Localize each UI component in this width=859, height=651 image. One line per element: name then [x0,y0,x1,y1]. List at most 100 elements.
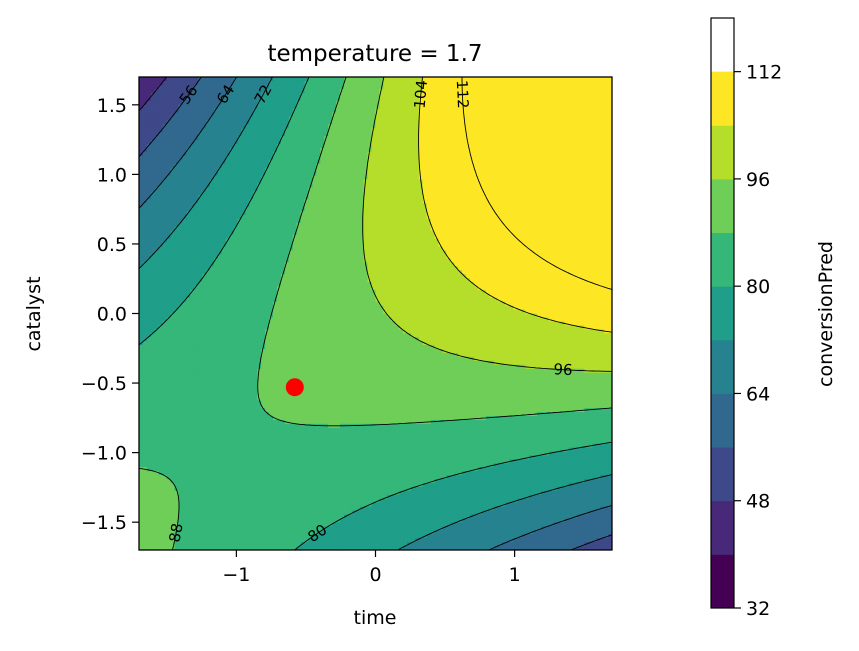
contour-cell [150,234,156,240]
contour-cell [229,211,235,216]
contour-cell [150,380,156,386]
contour-cell [257,140,262,145]
contour-cell [162,341,168,346]
contour-cell [202,80,207,86]
contour-cell [190,510,195,516]
contour-cell [162,262,168,267]
contour-cell [217,191,223,196]
contour-cell [253,352,258,358]
contour-cell [170,482,176,488]
contour-cell [194,203,199,208]
contour-cell [284,77,290,82]
contour-cell [194,293,199,299]
contour-cell [162,211,168,216]
contour-cell [288,435,294,441]
contour-cell [206,171,211,177]
contour-cell [194,128,199,133]
contour-cell [202,380,207,386]
contour-cell [245,104,250,110]
contour-cell [253,88,258,94]
contour-cell [280,171,286,177]
contour-cell [253,124,258,129]
contour-cell [209,234,215,240]
contour-cell [284,412,290,417]
contour-cell [190,439,195,445]
contour-cell [166,341,172,346]
contour-cell [292,356,298,362]
contour-cell [206,250,211,255]
contour-cell [170,211,176,216]
contour-cell [206,289,211,295]
contour-cell [225,364,231,370]
contour-cell [292,250,298,255]
contour-cell [280,447,286,453]
contour-cell [198,333,203,338]
contour-cell [206,112,211,118]
contour-cell [170,262,176,267]
contour-cell [221,246,227,252]
contour-cell [284,218,290,224]
contour-cell [221,175,227,181]
contour-cell [292,305,298,311]
contour-cell [206,136,211,141]
contour-cell [280,443,286,449]
contour-cell [213,404,219,409]
contour-cell [245,352,250,358]
contour-cell [186,368,191,374]
contour-cell [209,538,215,543]
contour-cell [150,183,156,188]
contour-cell [166,345,172,350]
contour-cell [154,506,160,512]
contour-cell [276,96,282,102]
contour-cell [237,486,243,492]
contour-cell [206,538,211,543]
contour-cell [162,88,168,94]
contour-cell [150,352,156,358]
contour-cell [284,187,290,192]
contour-cell [300,92,306,98]
contour-cell [249,238,254,244]
contour-cell [178,289,183,295]
contour-cell [158,80,164,86]
contour-cell [190,211,195,216]
contour-cell [190,238,195,244]
contour-cell [202,538,207,543]
contour-cell [194,254,199,259]
contour-cell [261,155,266,161]
contour-cell [142,266,148,271]
contour-cell [206,211,211,216]
contour-cell [273,100,278,106]
contour-cell [237,494,243,500]
contour-cell [253,77,258,82]
contour-cell [276,124,282,129]
contour-cell [273,408,278,413]
contour-cell [162,183,168,188]
contour-cell [284,293,290,299]
contour-cell [217,218,223,224]
contour-cell [276,510,282,516]
contour-cell [142,140,148,145]
contour-cell [292,364,298,370]
contour-cell [229,207,235,212]
contour-cell [213,317,219,322]
contour-cell [162,404,168,409]
contour-cell [213,408,219,413]
contour-cell [178,199,183,204]
contour-cell [284,281,290,287]
contour-cell [139,317,144,322]
contour-cell [206,230,211,236]
contour-cell [221,427,227,433]
contour-cell [194,108,199,114]
contour-cell [296,546,302,550]
contour-cell [269,439,274,445]
contour-cell [300,163,306,169]
contour-cell [158,108,164,114]
contour-cell [269,471,274,476]
contour-cell [166,321,172,326]
contour-cell [139,376,144,382]
contour-cell [261,96,266,102]
contour-cell [146,132,152,137]
contour-cell [190,128,195,133]
contour-cell [182,348,187,354]
contour-cell [237,447,243,453]
